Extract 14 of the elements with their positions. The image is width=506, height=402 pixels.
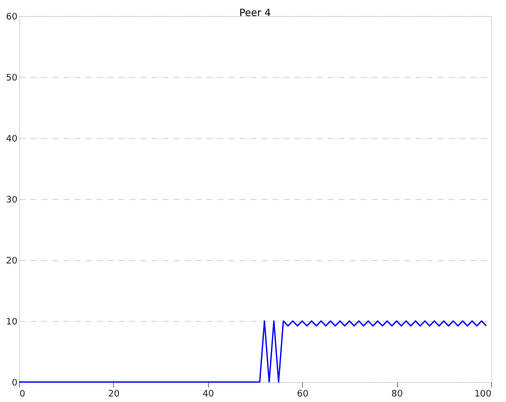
y-tick-label: 10 [6,318,18,328]
x-tick-label: 100 [474,390,492,400]
x-tick-label: 0 [20,390,26,400]
x-tick-label: 60 [296,390,309,400]
x-tick-label: 80 [391,390,404,400]
y-tick-label: 20 [6,256,18,266]
x-tick-label: 40 [202,390,214,400]
chart-title: Peer 4 [239,8,271,19]
y-tick-label: 0 [12,378,18,388]
y-tick-label: 60 [6,12,18,22]
x-tick-label: 20 [108,390,120,400]
y-tick-label: 30 [6,196,18,206]
y-tick-label: 40 [6,134,18,144]
y-tick-label: 50 [6,74,18,84]
